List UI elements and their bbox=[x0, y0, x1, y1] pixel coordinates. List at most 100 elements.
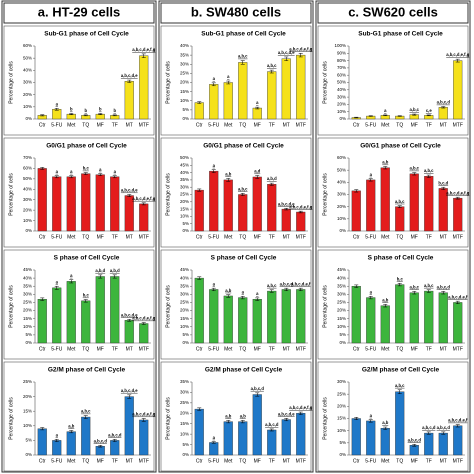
bar bbox=[453, 60, 463, 120]
bar bbox=[37, 168, 47, 232]
chart-title: G2/M phase of Cell Cycle bbox=[205, 367, 283, 374]
y-tick-label: 20% bbox=[180, 410, 189, 415]
significance-label: a,b,c,d,e,f,g bbox=[132, 316, 155, 321]
significance-label: a,b,c,d bbox=[251, 386, 265, 391]
x-tick-label: MTF bbox=[139, 122, 149, 128]
x-tick-label: MTF bbox=[453, 346, 463, 352]
chart-title: G2/M phase of Cell Cycle bbox=[48, 367, 126, 374]
error-bar bbox=[127, 194, 132, 197]
significance-label: a,b,c bbox=[81, 409, 91, 414]
y-tick-label: 15% bbox=[337, 416, 346, 421]
significance-label: a,b,c bbox=[409, 107, 419, 112]
bar bbox=[95, 446, 105, 456]
y-tick-label: 0% bbox=[25, 228, 32, 233]
error-bar bbox=[455, 196, 460, 200]
x-tick-label: MF bbox=[254, 458, 261, 464]
x-tick-label: 5-FU bbox=[365, 346, 377, 352]
significance-label: a bbox=[256, 291, 259, 296]
x-tick-label: Met bbox=[224, 458, 233, 464]
y-tick-label: 10% bbox=[23, 104, 32, 109]
significance-label: a,b,c,d,e,f bbox=[448, 418, 468, 423]
x-tick-label: 5-FU bbox=[51, 122, 63, 128]
significance-label: b bbox=[99, 107, 102, 112]
significance-label: b,c bbox=[83, 166, 90, 171]
y-tick-label: 40% bbox=[337, 87, 346, 92]
error-bar bbox=[112, 438, 117, 442]
error-bar bbox=[211, 287, 216, 292]
significance-label: a,b,c,d bbox=[408, 437, 422, 442]
y-tick-label: 40% bbox=[180, 170, 189, 175]
y-axis-label: Percentage of cells bbox=[8, 397, 14, 440]
error-bar bbox=[240, 296, 245, 300]
bar bbox=[124, 320, 134, 344]
significance-label: a,b,c,d bbox=[422, 425, 436, 430]
x-tick-label: MTF bbox=[296, 122, 306, 128]
significance-label: a,b,c,d,e,f,g bbox=[446, 52, 469, 57]
significance-label: a,b,c bbox=[424, 168, 434, 173]
x-tick-label: TQ bbox=[396, 234, 403, 240]
x-tick-label: TF bbox=[269, 122, 275, 128]
chart-title: S phase of Cell Cycle bbox=[211, 255, 277, 262]
y-tick-label: 30% bbox=[180, 390, 189, 395]
y-axis-label: Percentage of cells bbox=[8, 285, 14, 328]
x-tick-label: Ctr bbox=[353, 346, 360, 352]
bar bbox=[194, 189, 204, 232]
y-axis-label: Percentage of cells bbox=[165, 285, 171, 328]
bar bbox=[366, 297, 376, 344]
y-tick-label: 45% bbox=[23, 267, 32, 272]
significance-label: a,b,c,d bbox=[280, 281, 294, 286]
y-tick-label: 45% bbox=[337, 267, 346, 272]
y-tick-label: 20% bbox=[337, 308, 346, 313]
significance-label: a,b,c,d,e,f,g bbox=[289, 405, 312, 410]
error-bar bbox=[284, 418, 289, 422]
bar bbox=[267, 290, 277, 344]
x-tick-label: MTF bbox=[296, 346, 306, 352]
bar bbox=[110, 276, 120, 344]
significance-label: a,b,c bbox=[267, 283, 277, 288]
bar bbox=[438, 107, 448, 120]
error-bar bbox=[127, 394, 132, 399]
error-bar bbox=[298, 53, 303, 58]
significance-label: a,b bbox=[225, 172, 231, 177]
x-tick-label: TQ bbox=[239, 458, 246, 464]
error-bar bbox=[127, 79, 132, 83]
error-bar bbox=[397, 283, 402, 287]
bar bbox=[66, 176, 76, 232]
x-tick-label: 5-FU bbox=[208, 122, 220, 128]
error-bar bbox=[354, 116, 359, 119]
significance-label: b,c,d bbox=[438, 180, 448, 185]
x-tick-label: TQ bbox=[82, 458, 89, 464]
y-tick-label: 15% bbox=[23, 408, 32, 413]
error-bar bbox=[368, 115, 373, 117]
x-tick-label: MTF bbox=[139, 458, 149, 464]
y-tick-label: 40% bbox=[180, 43, 189, 48]
error-bar bbox=[383, 426, 388, 430]
error-bar bbox=[255, 175, 260, 179]
y-tick-label: 20% bbox=[337, 204, 346, 209]
y-tick-label: 10% bbox=[180, 214, 189, 219]
x-tick-label: MTF bbox=[453, 122, 463, 128]
y-tick-label: 5% bbox=[25, 438, 32, 443]
x-tick-label: TQ bbox=[239, 234, 246, 240]
x-tick-label: MT bbox=[283, 346, 290, 352]
significance-label: a bbox=[227, 74, 230, 79]
bar bbox=[95, 276, 105, 344]
y-tick-label: 0% bbox=[339, 116, 346, 121]
bar bbox=[52, 440, 62, 456]
error-bar bbox=[284, 287, 289, 292]
y-tick-label: 50% bbox=[23, 55, 32, 60]
x-tick-label: Met bbox=[224, 234, 233, 240]
significance-label: a,b bbox=[68, 424, 74, 429]
significance-label: a,b,c,d,e,f bbox=[448, 294, 468, 299]
header-box bbox=[160, 2, 312, 24]
y-tick-label: 20% bbox=[337, 404, 346, 409]
significance-label: a bbox=[70, 273, 73, 278]
y-tick-label: 40% bbox=[23, 186, 32, 191]
error-bar bbox=[40, 167, 45, 170]
x-tick-label: 5-FU bbox=[51, 346, 63, 352]
y-tick-label: 35% bbox=[180, 177, 189, 182]
y-tick-label: 30% bbox=[180, 184, 189, 189]
error-bar bbox=[412, 113, 417, 116]
y-tick-label: 0% bbox=[182, 452, 189, 457]
